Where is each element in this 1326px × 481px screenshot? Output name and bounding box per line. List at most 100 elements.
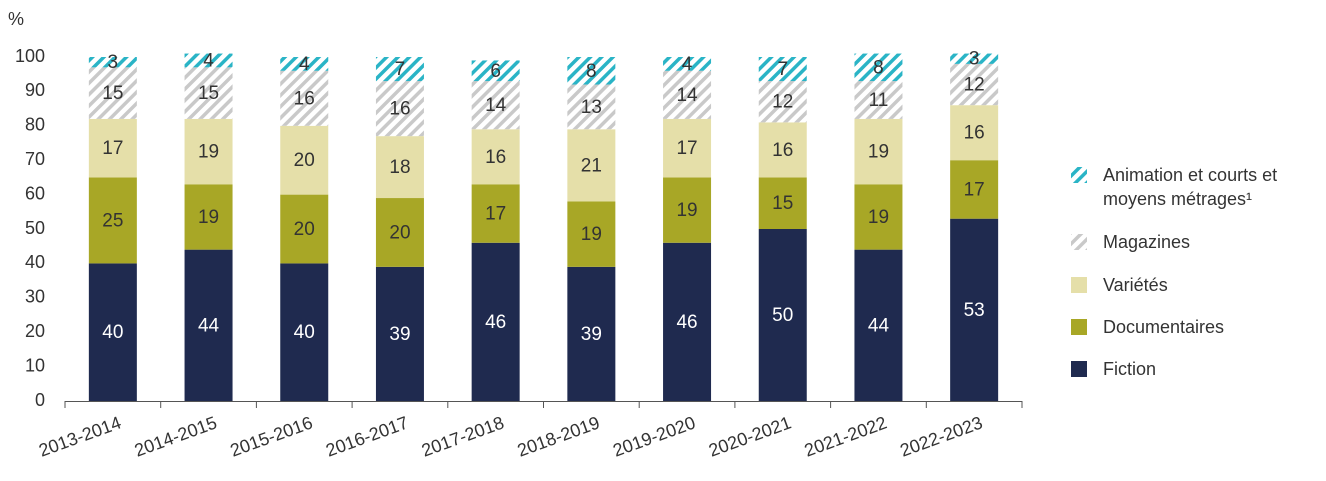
- data-label: 53: [964, 300, 985, 321]
- data-label: 19: [198, 142, 219, 163]
- bar-segment: [950, 218, 999, 401]
- data-label: 40: [102, 322, 123, 343]
- x-tick-label: 2021-2022: [802, 412, 890, 460]
- y-axis-label: %: [8, 9, 24, 29]
- bar-segment: [758, 57, 807, 82]
- bar-segment: [88, 263, 137, 401]
- bar-segment: [375, 57, 424, 82]
- bar-segment: [567, 84, 616, 130]
- bar-segment: [758, 229, 807, 401]
- bar-segment: [663, 177, 712, 243]
- bar-segment: [854, 118, 903, 185]
- data-label: 12: [964, 75, 985, 96]
- data-label: 3: [108, 52, 119, 73]
- y-tick-label: 10: [25, 355, 45, 375]
- data-label: 39: [581, 324, 602, 345]
- bar-segment: [663, 70, 712, 119]
- bar-segment: [375, 136, 424, 199]
- bar-segment: [280, 125, 329, 195]
- data-label: 11: [869, 90, 889, 111]
- bar-segment: [854, 249, 903, 401]
- data-label: 7: [777, 59, 788, 80]
- bar-segment: [758, 177, 807, 229]
- data-label: 15: [198, 83, 219, 104]
- bar-segment: [567, 266, 616, 401]
- data-label: 15: [772, 193, 793, 214]
- data-label: 46: [485, 312, 506, 333]
- data-label: 13: [581, 97, 602, 118]
- data-label: 17: [964, 179, 985, 200]
- bar-segment: [471, 60, 520, 82]
- bar-segment: [280, 70, 329, 126]
- bar-segment: [280, 57, 329, 71]
- data-label: 3: [969, 49, 980, 70]
- bar-segment: [88, 118, 137, 178]
- data-label: 6: [490, 61, 501, 82]
- bar-segment: [184, 67, 233, 119]
- y-tick-label: 0: [35, 390, 45, 410]
- legend-label: Fiction: [1103, 359, 1157, 379]
- x-tick-label: 2019-2020: [610, 412, 698, 460]
- bar-segment: [471, 129, 520, 185]
- bar-segment: [854, 81, 903, 119]
- data-label: 20: [389, 222, 410, 243]
- x-tick-label: 2013-2014: [36, 412, 124, 460]
- bar-segment: [184, 118, 233, 185]
- bar-segment: [950, 160, 999, 219]
- bar-segment: [950, 105, 999, 161]
- data-label: 19: [581, 224, 602, 245]
- legend-label: Variétés: [1103, 275, 1168, 295]
- bar-segment: [854, 184, 903, 250]
- data-label: 16: [389, 99, 410, 120]
- bar-segment: [663, 118, 712, 178]
- bar-segment: [758, 81, 807, 123]
- data-label: 12: [772, 92, 793, 113]
- data-label: 44: [868, 315, 890, 336]
- bar-segment: [663, 57, 712, 71]
- data-label: 14: [485, 95, 507, 116]
- y-tick-label: 50: [25, 218, 45, 238]
- legend-marker: [1071, 234, 1087, 250]
- bar-segment: [950, 63, 999, 106]
- data-label: 16: [485, 147, 506, 168]
- bar-segment: [375, 266, 424, 401]
- bar-segment: [184, 184, 233, 250]
- y-tick-label: 40: [25, 252, 45, 272]
- data-label: 8: [873, 57, 884, 78]
- data-label: 20: [294, 219, 315, 240]
- bar-segment: [375, 198, 424, 267]
- y-tick-label: 60: [25, 183, 45, 203]
- data-label: 17: [102, 138, 123, 159]
- data-label: 19: [868, 207, 889, 228]
- legend-marker: [1071, 319, 1087, 335]
- y-tick-label: 100: [15, 46, 45, 66]
- data-label: 16: [772, 140, 793, 161]
- x-tick-label: 2020-2021: [706, 412, 794, 460]
- bar-segment: [567, 201, 616, 267]
- x-tick-label: 2015-2016: [228, 412, 316, 460]
- data-label: 19: [676, 200, 697, 221]
- data-label: 50: [772, 305, 793, 326]
- bar-segment: [567, 57, 616, 85]
- bar-segment: [280, 263, 329, 401]
- data-label: 16: [964, 123, 985, 144]
- legend-label: Animation et courts et moyens métrages¹: [1103, 165, 1278, 209]
- data-label: 17: [676, 138, 697, 159]
- data-label: 8: [586, 61, 597, 82]
- y-tick-label: 70: [25, 149, 45, 169]
- data-label: 25: [102, 210, 123, 231]
- bar-segment: [950, 53, 999, 64]
- data-label: 21: [581, 155, 602, 176]
- legend-label: Documentaires: [1103, 317, 1225, 337]
- data-label: 17: [485, 204, 506, 225]
- data-label: 4: [299, 54, 310, 75]
- y-tick-label: 30: [25, 287, 45, 307]
- x-tick-label: 2017-2018: [419, 412, 507, 460]
- bar-segment: [280, 194, 329, 264]
- legend-marker: [1071, 167, 1087, 183]
- bar-segment: [184, 53, 233, 68]
- bar-segment: [88, 67, 137, 119]
- data-label: 46: [676, 312, 697, 333]
- data-label: 19: [198, 207, 219, 228]
